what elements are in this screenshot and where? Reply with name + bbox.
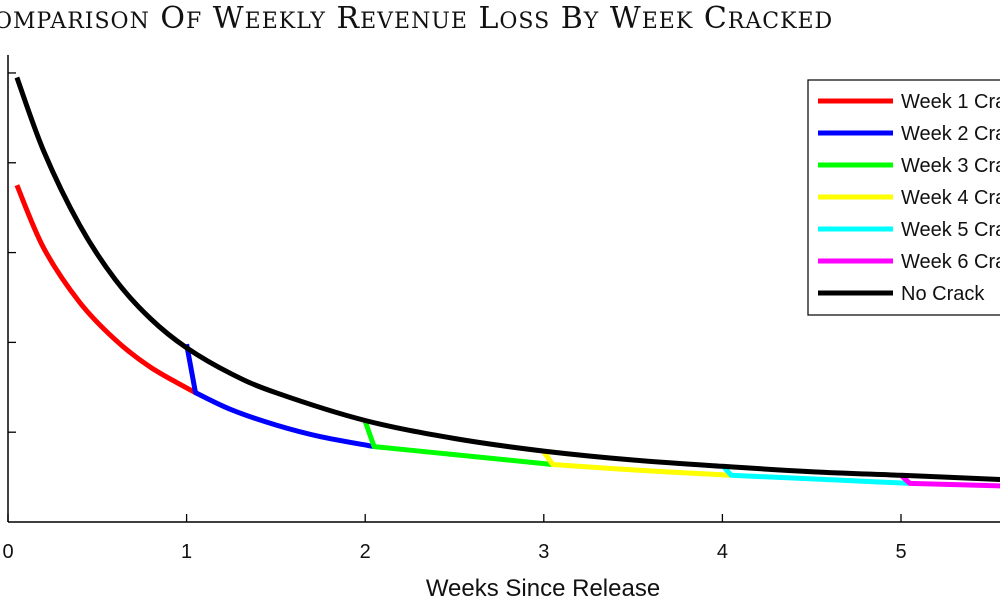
legend-label-1: Week 2 Cracked bbox=[901, 123, 1000, 145]
series-line-2 bbox=[362, 420, 553, 467]
series-line-6 bbox=[14, 76, 1000, 482]
series-line-5 bbox=[899, 473, 1000, 489]
legend-label-5: Week 6 Cracked bbox=[901, 251, 1000, 273]
legend-label-3: Week 4 Cracked bbox=[901, 187, 1000, 209]
x-tick-label-3: 3 bbox=[538, 541, 549, 563]
series-layer bbox=[14, 76, 1000, 489]
series-line-4 bbox=[720, 463, 911, 486]
legend-label-4: Week 5 Cracked bbox=[901, 219, 1000, 241]
x-tick-label-2: 2 bbox=[360, 541, 371, 563]
x-tick-label-4: 4 bbox=[717, 541, 728, 563]
y-axis-ticks bbox=[8, 72, 16, 433]
x-axis-ticks: 0 1 2 3 4 5 bbox=[2, 514, 907, 563]
legend-label-2: Week 3 Cracked bbox=[901, 155, 1000, 177]
series-line-1 bbox=[184, 343, 375, 450]
series-line-0 bbox=[14, 184, 197, 395]
series-line-3 bbox=[541, 450, 732, 478]
x-tick-label-1: 1 bbox=[181, 541, 192, 563]
x-tick-label-5: 5 bbox=[895, 541, 906, 563]
legend-label-6: No Crack bbox=[901, 283, 985, 305]
chart-title: COMPARISON OF WEEKLY REVENUE LOSS BY WEE… bbox=[0, 1, 833, 36]
legend: Week 1 Cracked Week 2 Cracked Week 3 Crack… bbox=[807, 79, 1000, 316]
legend-label-0: Week 1 Cracked bbox=[901, 91, 1000, 113]
x-axis-label: Weeks Since Release bbox=[426, 575, 660, 600]
x-tick-label-0: 0 bbox=[2, 541, 13, 563]
